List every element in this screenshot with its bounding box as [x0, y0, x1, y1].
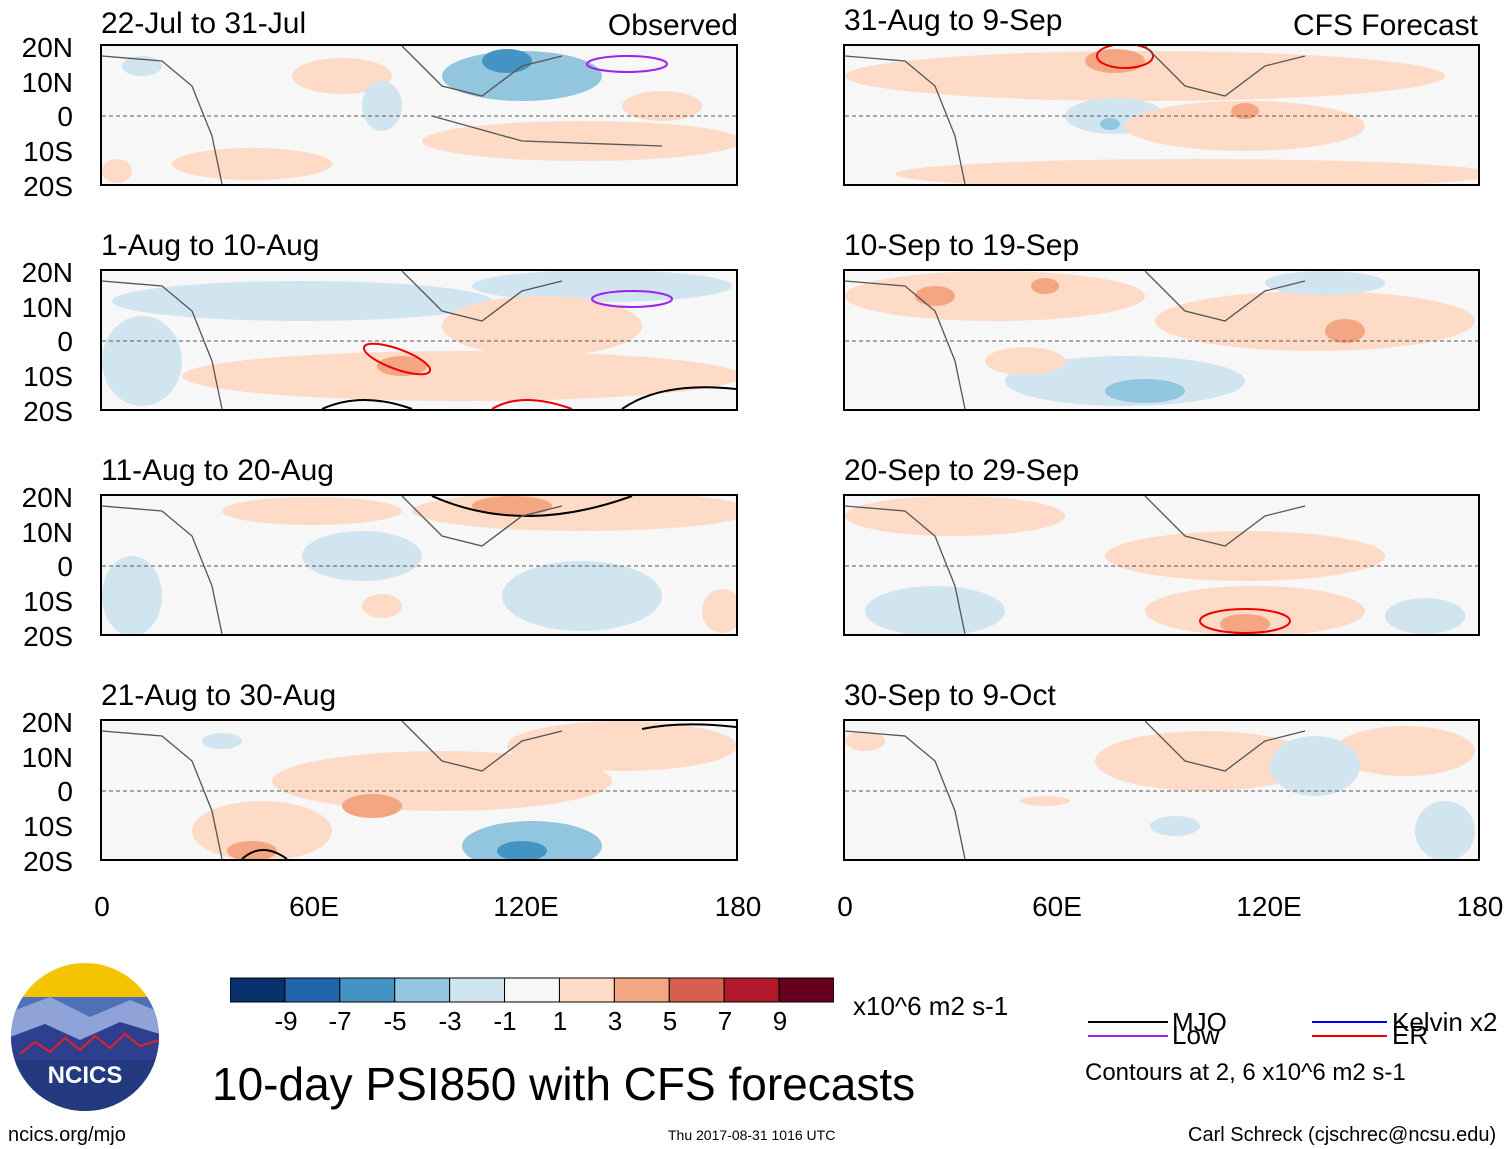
- lon-label-left: 120E: [493, 891, 559, 922]
- map-panel-2: [100, 269, 738, 411]
- colorbar-label: 7: [717, 1006, 733, 1036]
- map-panel-6: [843, 269, 1480, 411]
- lon-label-right: 60E: [1032, 891, 1082, 922]
- lat-label: 10S: [23, 361, 73, 392]
- footer-timestamp: Thu 2017-08-31 1016 UTC: [668, 1127, 836, 1143]
- panel-2-title: 1-Aug to 10-Aug: [101, 229, 320, 262]
- map-panel-1: [100, 44, 738, 186]
- lat-label: 0: [57, 101, 73, 132]
- colorbar-swatch: [504, 977, 560, 1003]
- colorbar-swatches: [230, 977, 834, 1003]
- map-panel-8: [843, 719, 1480, 861]
- colorbar-label: 3: [607, 1006, 623, 1036]
- map-panel-7: [843, 494, 1480, 636]
- colorbar-label: 9: [772, 1006, 788, 1036]
- colorbar-label: -5: [383, 1006, 407, 1036]
- lat-label: 20N: [21, 482, 73, 513]
- legend-line-kelvin: [1312, 1021, 1387, 1023]
- panel-1-tag: Observed: [607, 9, 738, 42]
- legend-label-er: ER: [1392, 1020, 1429, 1050]
- lat-label: 10N: [21, 67, 73, 98]
- panel-5-title: 31-Aug to 9-Sep: [844, 4, 1063, 37]
- colorbar-swatch: [230, 977, 286, 1003]
- colorbar-label: 5: [662, 1006, 678, 1036]
- lat-label: 20S: [23, 171, 73, 202]
- legend-label-mjo: MJO: [1172, 1007, 1227, 1037]
- lat-label: 20N: [21, 257, 73, 288]
- ncics-logo: NCICS: [10, 962, 160, 1112]
- lat-label: 10N: [21, 292, 73, 323]
- logo-text: NCICS: [48, 1062, 123, 1089]
- lat-label: 10S: [23, 811, 73, 842]
- lon-label-right: 0: [837, 891, 853, 922]
- lat-label: 20S: [23, 621, 73, 652]
- panel-1-title: 22-Jul to 31-Jul: [101, 7, 307, 40]
- colorbar-swatch: [668, 977, 725, 1003]
- legend-note: Contours at 2, 6 x10^6 m2 s-1: [1085, 1059, 1406, 1086]
- colorbar-swatch: [558, 977, 615, 1003]
- lat-label: 20N: [21, 32, 73, 63]
- lat-label: 0: [57, 326, 73, 357]
- lat-label: 0: [57, 776, 73, 807]
- legend-line-low: [1088, 1035, 1168, 1037]
- colorbar-label: -3: [438, 1006, 462, 1036]
- lat-label: 10N: [21, 742, 73, 773]
- legend-label-kelvin: Kelvin x2: [1392, 1007, 1498, 1037]
- panel-6-title: 10-Sep to 19-Sep: [844, 229, 1080, 262]
- colorbar-label: -7: [328, 1006, 352, 1036]
- colorbar-label: 1: [552, 1006, 568, 1036]
- colorbar-swatch: [613, 977, 670, 1003]
- colorbar-swatch: [394, 977, 451, 1003]
- panel-5-tag: CFS Forecast: [1292, 9, 1478, 42]
- lon-label-left: 60E: [289, 891, 339, 922]
- lat-label: 0: [57, 551, 73, 582]
- main-title: 10-day PSI850 with CFS forecasts: [212, 1058, 916, 1110]
- footer-author: Carl Schreck (cjschrec@ncsu.edu): [1188, 1124, 1497, 1146]
- panel-3-title: 11-Aug to 20-Aug: [101, 454, 334, 487]
- colorbar-swatch: [284, 977, 341, 1003]
- colorbar-label: -9: [274, 1006, 298, 1036]
- lat-label: 10S: [23, 586, 73, 617]
- colorbar-swatch: [339, 977, 396, 1003]
- legend-label-low: Low: [1172, 1020, 1220, 1050]
- lat-label: 20N: [21, 707, 73, 738]
- colorbar-label: -1: [493, 1006, 517, 1036]
- lon-label-left: 0: [94, 891, 110, 922]
- lon-label-left: 180: [714, 891, 762, 922]
- lat-label: 10N: [21, 517, 73, 548]
- colorbar-unit: x10^6 m2 s-1: [853, 991, 1009, 1021]
- panel-4-title: 21-Aug to 30-Aug: [101, 679, 337, 712]
- colorbar-swatch: [449, 977, 506, 1003]
- map-panel-3: [100, 494, 738, 636]
- colorbar-swatch: [723, 977, 780, 1003]
- lat-label: 20S: [23, 846, 73, 877]
- panel-8-title: 30-Sep to 9-Oct: [844, 679, 1056, 712]
- map-panel-4: [100, 719, 738, 861]
- lon-label-right: 180: [1456, 891, 1504, 922]
- lat-label: 10S: [23, 136, 73, 167]
- colorbar-swatch: [778, 977, 834, 1003]
- lat-label: 20S: [23, 396, 73, 427]
- panel-7-title: 20-Sep to 29-Sep: [844, 454, 1080, 487]
- map-panel-5: [843, 44, 1480, 186]
- legend-line-mjo: [1088, 1021, 1168, 1023]
- lon-label-right: 120E: [1236, 891, 1302, 922]
- footer-url: ncics.org/mjo: [8, 1124, 126, 1146]
- legend-line-er: [1312, 1035, 1387, 1037]
